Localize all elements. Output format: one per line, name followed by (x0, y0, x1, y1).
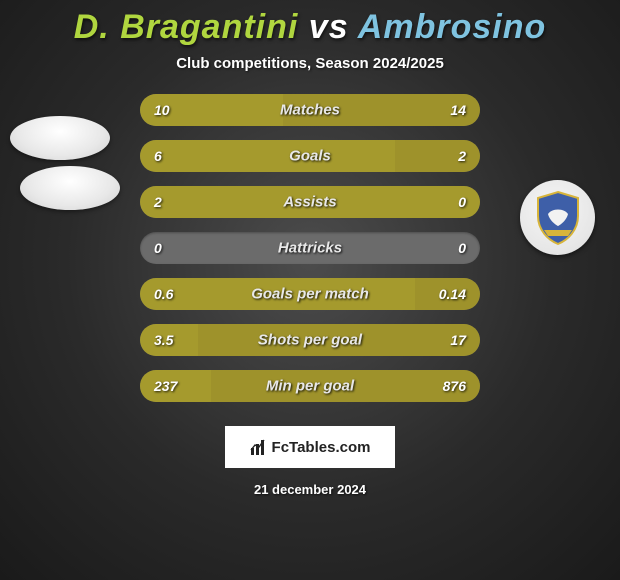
stat-value-right: 17 (450, 332, 466, 348)
stat-value-left: 3.5 (154, 332, 173, 348)
title-player-b: Ambrosino (358, 8, 546, 46)
stat-row: 3.5 17 Shots per goal (140, 324, 480, 356)
stat-bar-left (140, 140, 395, 172)
stat-value-right: 0.14 (439, 286, 466, 302)
player-a-badge-2 (20, 166, 120, 210)
stat-label: Matches (280, 102, 340, 119)
subtitle: Club competitions, Season 2024/2025 (176, 55, 444, 72)
stat-label: Goals (289, 148, 331, 165)
stat-label: Shots per goal (258, 332, 362, 349)
stat-row: 10 14 Matches (140, 94, 480, 126)
stat-value-right: 0 (458, 240, 466, 256)
stat-value-left: 6 (154, 148, 162, 164)
stats-table: 10 14 Matches 6 2 Goals 2 0 Assists 0 0 Hattricks 0.… (140, 94, 480, 402)
stat-value-left: 237 (154, 378, 177, 394)
stat-label: Assists (283, 194, 336, 211)
stat-row: 6 2 Goals (140, 140, 480, 172)
player-b-club-crest (520, 180, 595, 255)
stat-row: 2 0 Assists (140, 186, 480, 218)
page-title: D. Bragantini vs Ambrosino (74, 8, 547, 47)
source-logo: FcTables.com (225, 426, 395, 468)
player-a-badge-1 (10, 116, 110, 160)
stat-label: Hattricks (278, 240, 342, 257)
stat-value-right: 0 (458, 194, 466, 210)
stat-value-left: 0 (154, 240, 162, 256)
stat-label: Min per goal (266, 378, 354, 395)
stat-value-right: 14 (450, 102, 466, 118)
stat-label: Goals per match (251, 286, 369, 303)
bar-chart-icon (250, 438, 268, 456)
stat-value-left: 0.6 (154, 286, 173, 302)
date-text: 21 december 2024 (254, 482, 366, 497)
logo-text: FcTables.com (272, 439, 371, 456)
stat-row: 0.6 0.14 Goals per match (140, 278, 480, 310)
stat-value-left: 2 (154, 194, 162, 210)
title-vs: vs (309, 8, 349, 46)
stat-value-left: 10 (154, 102, 170, 118)
stat-value-right: 2 (458, 148, 466, 164)
stat-bar-right (395, 140, 480, 172)
stat-row: 237 876 Min per goal (140, 370, 480, 402)
stat-row: 0 0 Hattricks (140, 232, 480, 264)
title-player-a: D. Bragantini (74, 8, 299, 46)
shield-icon (534, 190, 582, 246)
stat-value-right: 876 (443, 378, 466, 394)
